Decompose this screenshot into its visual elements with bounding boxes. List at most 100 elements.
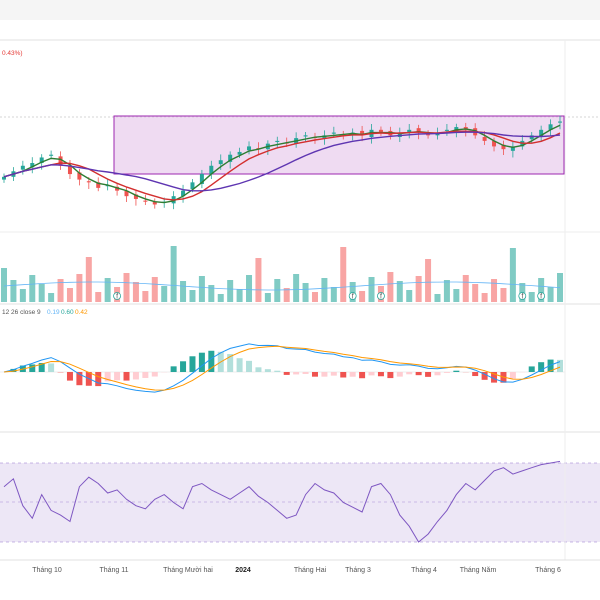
candle-body <box>331 132 336 134</box>
candle-body <box>58 156 63 166</box>
volume-bar <box>132 282 139 302</box>
macd-histogram-bar <box>66 372 73 381</box>
candle-body <box>67 165 72 175</box>
volume-bar <box>547 287 554 302</box>
candle-body <box>115 186 120 191</box>
candle-body <box>444 129 449 131</box>
candle-body <box>247 146 252 151</box>
macd-histogram-bar <box>349 372 356 377</box>
volume-bar <box>170 246 177 302</box>
macd-histogram-bar <box>528 366 535 372</box>
volume-bar <box>264 293 271 302</box>
macd-histogram-bar <box>368 372 375 376</box>
macd-histogram-bar <box>142 372 149 378</box>
x-tick-label: Tháng Hai <box>294 567 327 574</box>
macd-histogram-bar <box>340 372 347 378</box>
candle-body <box>275 140 280 142</box>
macd-histogram-bar <box>198 352 205 372</box>
volume-bar <box>509 248 516 302</box>
x-tick-label: Tháng 10 <box>32 567 62 574</box>
ma-slow-line <box>3 131 561 192</box>
candle-body <box>539 129 544 138</box>
volume-bar <box>368 277 375 302</box>
x-tick-label: Tháng Năm <box>460 567 497 574</box>
candle-body <box>77 172 82 180</box>
candle-body <box>228 154 233 162</box>
volume-bar <box>57 279 64 302</box>
volume-bar <box>472 284 479 302</box>
macd-histogram-bar <box>434 372 441 376</box>
volume-bar <box>500 288 507 302</box>
candle-body <box>190 182 195 189</box>
macd-params: 12 26 close 9 <box>2 309 41 316</box>
macd-histogram-bar <box>293 372 300 375</box>
macd-histogram-bar <box>180 361 187 372</box>
candle-body <box>133 194 138 199</box>
address-area <box>0 20 600 40</box>
macd-value-3: 0.42 <box>75 309 88 316</box>
volume-bar <box>104 278 111 302</box>
candle-body <box>501 144 506 150</box>
volume-bar <box>274 279 281 302</box>
volume-bar <box>10 280 17 302</box>
candle-body <box>199 174 204 185</box>
candle-body <box>397 132 402 138</box>
volume-bar <box>340 247 347 302</box>
macd-histogram-bar <box>104 372 111 382</box>
highlight-box[interactable] <box>113 115 565 175</box>
macd-histogram-bar <box>359 372 366 379</box>
macd-histogram-bar <box>509 372 516 379</box>
macd-histogram-bar <box>170 366 177 372</box>
volume-bar <box>528 292 535 302</box>
volume-bar <box>311 292 318 302</box>
volume-bar <box>434 294 441 302</box>
volume-bar <box>76 274 83 302</box>
macd-histogram-bar <box>48 363 55 372</box>
macd-histogram-bar <box>481 372 488 380</box>
volume-bar <box>208 285 215 302</box>
macd-histogram-bar <box>538 362 545 372</box>
candle-body <box>237 151 242 155</box>
volume-bar <box>189 290 196 302</box>
macd-histogram-bar <box>208 350 215 372</box>
volume-bar <box>29 275 36 302</box>
volume-bar <box>425 259 432 302</box>
macd-histogram-bar <box>387 372 394 379</box>
signal-line <box>3 345 561 391</box>
volume-bar <box>491 279 498 302</box>
macd-histogram-bar <box>425 372 432 377</box>
candle-body <box>510 146 515 151</box>
macd-histogram-bar <box>38 362 45 372</box>
macd-histogram-bar <box>95 372 102 387</box>
volume-bar <box>151 277 158 302</box>
macd-histogram-bar <box>311 372 318 377</box>
macd-histogram-bar <box>406 372 413 375</box>
x-tick-label: Tháng 3 <box>345 567 371 574</box>
candle-body <box>548 124 553 130</box>
top-toolbar <box>0 0 600 20</box>
candle-body <box>143 200 148 202</box>
candles-group <box>2 115 562 210</box>
volume-bar <box>387 272 394 302</box>
volume-bar <box>227 280 234 302</box>
volume-ma-line <box>3 281 561 291</box>
volume-bar <box>293 274 300 302</box>
moving-averages-group <box>3 124 561 204</box>
candle-body <box>416 128 421 133</box>
volume-marker-label: f <box>380 293 382 300</box>
candle-body <box>378 129 383 133</box>
candle-body <box>529 135 534 140</box>
volume-bar <box>538 278 545 302</box>
x-tick-label: Tháng 11 <box>99 567 128 574</box>
candle-body <box>86 181 91 183</box>
macd-histogram-bar <box>330 372 337 376</box>
volume-bar <box>198 276 205 302</box>
macd-histogram-bar <box>302 372 309 374</box>
x-tick-label: Tháng Mười hai <box>163 567 213 574</box>
volume-bar <box>19 289 26 302</box>
volume-bar <box>453 289 460 302</box>
candle-body <box>152 201 157 205</box>
macd-histogram-bar <box>283 372 290 375</box>
